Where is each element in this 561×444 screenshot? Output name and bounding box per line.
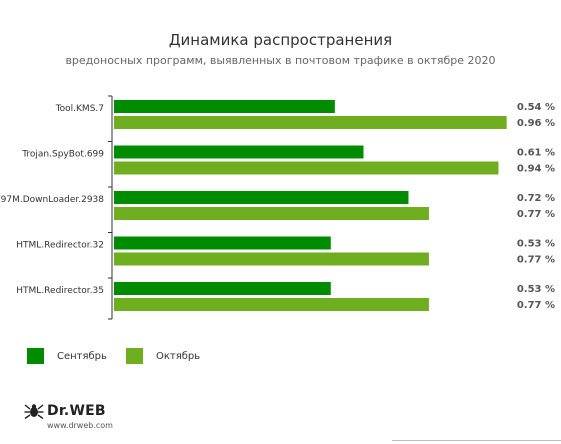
legend-swatch-september: [27, 348, 44, 364]
data-label: 0.77 %: [517, 209, 555, 220]
data-label: 0.54 %: [517, 102, 555, 113]
drweb-logo: Dr.WEB: [24, 403, 106, 419]
legend-label-september: Сентябрь: [57, 350, 107, 362]
data-label: 0.77 %: [517, 255, 555, 266]
logo-url: www.drweb.com: [47, 421, 113, 430]
bar-october: [114, 116, 507, 129]
bar-september: [114, 145, 364, 159]
chart-title: Динамика распространения: [168, 31, 393, 49]
bar-september: [114, 282, 331, 295]
data-label: 0.61 %: [517, 148, 555, 159]
chart-subtitle: вредоносных программ, выявленных в почто…: [65, 54, 496, 67]
data-label: 0.96 %: [517, 118, 555, 129]
bar-october: [114, 252, 429, 266]
logo-name: Dr.WEB: [47, 403, 106, 419]
legend-item-september: Сентябрь: [27, 348, 107, 364]
category-label: HTML.Redirector.35: [16, 286, 104, 296]
category-label: W97M.DownLoader.2938: [0, 195, 104, 205]
data-label: 0.77 %: [517, 300, 555, 311]
data-label: 0.72 %: [517, 193, 555, 204]
data-label: 0.94 %: [517, 164, 555, 175]
bar-october: [114, 161, 499, 175]
divider: [392, 440, 561, 441]
data-label: 0.53 %: [517, 239, 555, 250]
legend-swatch-october: [126, 348, 143, 364]
bar-september: [114, 236, 331, 250]
category-label: HTML.Redirector.32: [16, 241, 104, 251]
spider-icon: [24, 404, 44, 419]
bar-october: [114, 207, 429, 220]
category-label: Trojan.SpyBot.699: [21, 150, 104, 160]
legend-item-october: Октябрь: [126, 348, 200, 364]
category-label: Tool.KMS.7: [55, 104, 104, 114]
bar-october: [114, 298, 429, 311]
legend-label-october: Октябрь: [156, 350, 201, 362]
bar-september: [114, 100, 335, 113]
bar-september: [114, 191, 409, 204]
data-label: 0.53 %: [517, 284, 555, 295]
